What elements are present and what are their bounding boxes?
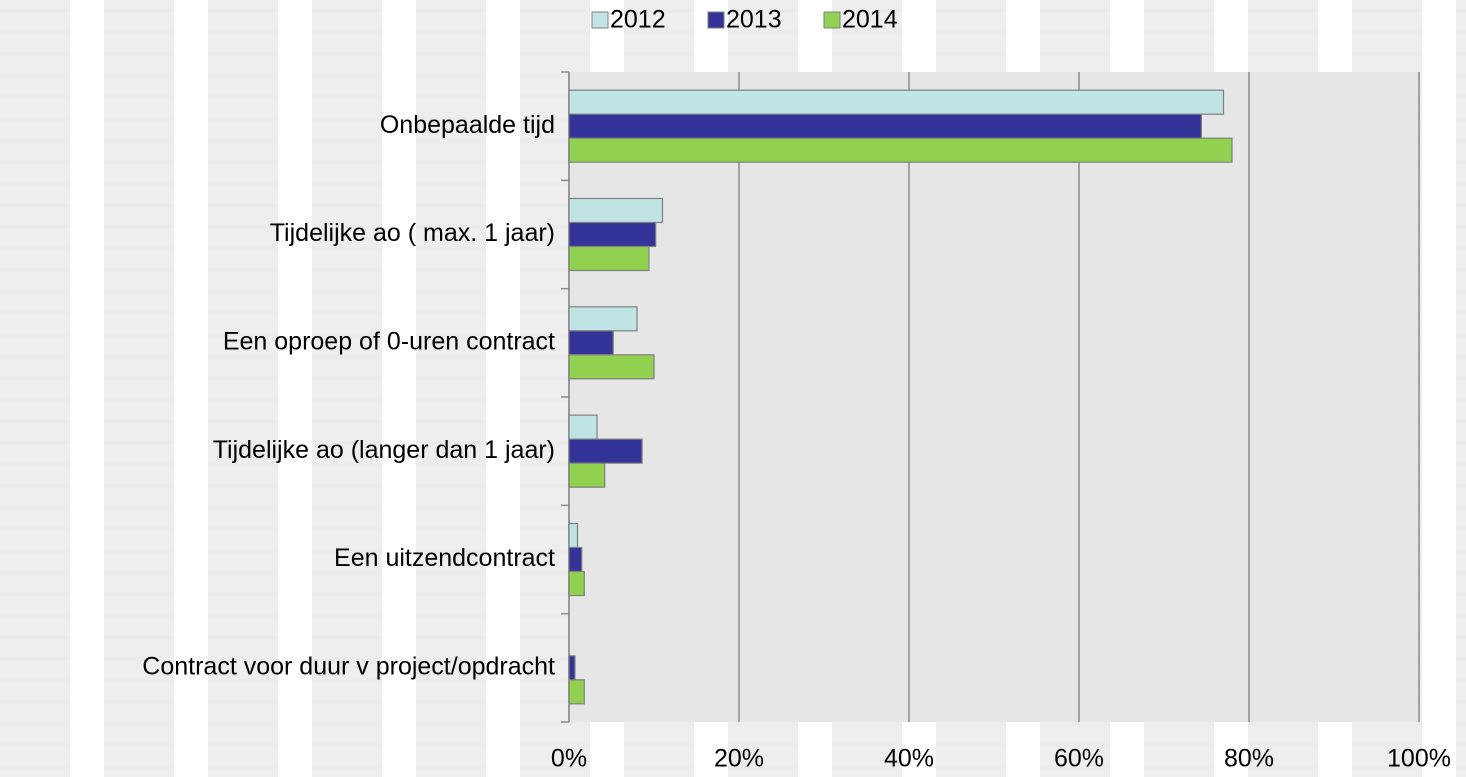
x-tick-label: 0% bbox=[551, 745, 587, 773]
y-tick-label: Tijdelijke ao ( max. 1 jaar) bbox=[270, 219, 555, 247]
bar bbox=[568, 522, 579, 549]
x-tick-label: 20% bbox=[714, 745, 764, 773]
legend-label: 2013 bbox=[726, 6, 782, 34]
bar bbox=[568, 546, 583, 573]
y-tick-label: Een oproep of 0-uren contract bbox=[223, 327, 555, 355]
bar bbox=[568, 113, 1203, 139]
plot-area bbox=[569, 72, 1419, 722]
legend-label: 2014 bbox=[842, 6, 898, 34]
x-tick-label: 40% bbox=[884, 745, 934, 773]
legend-swatch bbox=[591, 11, 609, 29]
legend-swatch bbox=[823, 11, 841, 29]
bar bbox=[568, 89, 1225, 115]
legend-label: 2012 bbox=[610, 6, 666, 34]
bar bbox=[568, 462, 606, 488]
bar bbox=[568, 221, 657, 248]
bar bbox=[568, 354, 655, 380]
bar bbox=[568, 679, 585, 705]
y-tick-label: Contract voor duur v project/opdracht bbox=[142, 652, 555, 680]
bar bbox=[568, 245, 650, 272]
bar bbox=[568, 570, 585, 597]
legend-swatch bbox=[707, 11, 725, 29]
bar bbox=[568, 306, 638, 332]
x-tick-label: 60% bbox=[1054, 745, 1104, 773]
y-tick-label: Een uitzendcontract bbox=[334, 544, 555, 572]
y-tick-label: Onbepaalde tijd bbox=[380, 111, 555, 139]
bar bbox=[568, 414, 598, 440]
bar bbox=[568, 330, 614, 356]
bar bbox=[568, 137, 1233, 163]
x-tick-label: 100% bbox=[1387, 745, 1451, 773]
bar bbox=[568, 438, 643, 464]
bar bbox=[568, 655, 576, 681]
x-tick-label: 80% bbox=[1224, 745, 1274, 773]
bar bbox=[568, 197, 664, 224]
y-tick-label: Tijdelijke ao (langer dan 1 jaar) bbox=[213, 436, 555, 464]
